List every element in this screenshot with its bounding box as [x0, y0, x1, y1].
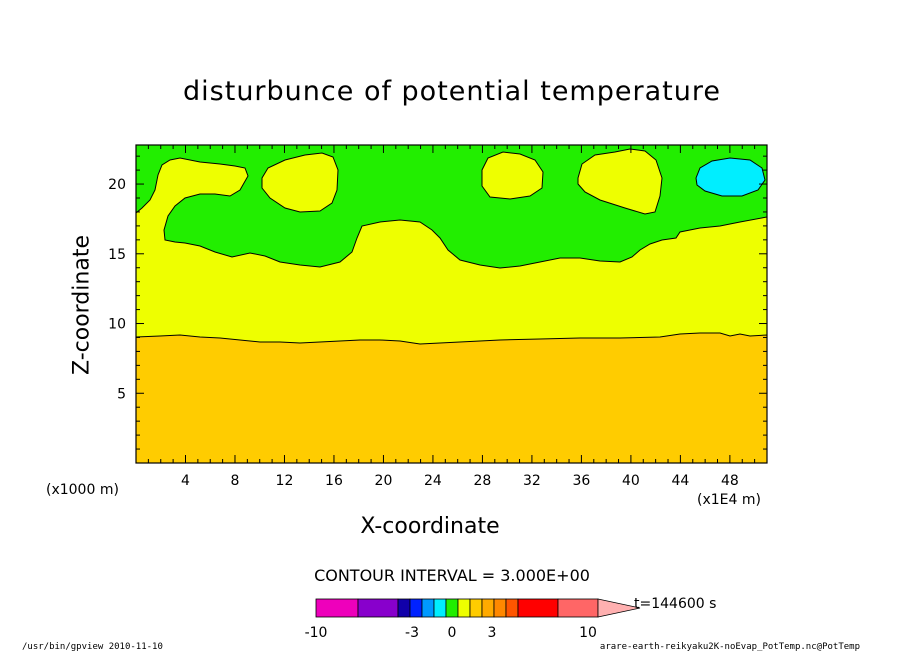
colorbar-tick-label: -10: [305, 625, 328, 641]
colorbar-tick-label: 0: [448, 625, 457, 641]
x-unit-left: (x1000 m): [46, 482, 119, 498]
x-tick-label: 48: [721, 473, 739, 489]
colorbar-swatch: [445, 598, 459, 618]
colorbar-swatch: [315, 598, 359, 618]
region-cell-yellow-1: [261, 152, 339, 213]
y-tick-label: 10: [108, 317, 126, 333]
colorbar-swatch: [469, 598, 483, 618]
colorbar-swatch: [421, 598, 435, 618]
colorbar-swatch: [517, 598, 559, 618]
y-tick-label: 15: [108, 247, 126, 263]
colorbar-swatch: [397, 598, 411, 618]
region-lower-orange: [135, 332, 768, 464]
colorbar-swatch: [493, 598, 507, 618]
y-tick-label: 20: [108, 177, 126, 193]
colorbar-swatch: [433, 598, 447, 618]
x-tick-label: 36: [572, 473, 590, 489]
x-tick-label: 44: [671, 473, 689, 489]
x-tick-label: 4: [181, 473, 190, 489]
plot-frame: [135, 144, 768, 464]
colorbar-tick-label: 3: [488, 625, 497, 641]
colorbar-swatch: [505, 598, 519, 618]
footer-command: /usr/bin/gpview 2010-11-10: [22, 642, 163, 652]
x-tick-label: 28: [474, 473, 492, 489]
colorbar-swatch: [357, 598, 399, 618]
colorbar-tick-label: -3: [405, 625, 419, 641]
time-label: t=144600 s: [634, 596, 717, 612]
x-tick-label: 24: [424, 473, 442, 489]
colorbar-swatch: [557, 598, 599, 618]
contour-interval: CONTOUR INTERVAL = 3.000E+00: [314, 566, 590, 585]
x-tick-label: 8: [231, 473, 240, 489]
region-cell-yellow-2: [481, 151, 544, 200]
colorbar-swatch: [481, 598, 495, 618]
x-tick-label: 32: [523, 473, 541, 489]
y-tick-label: 5: [117, 386, 126, 402]
x-tick-label: 40: [622, 473, 640, 489]
footer-filename: arare-earth-reikyaku2K-noEvap_PotTemp.nc…: [599, 642, 860, 652]
colorbar-tick-label: 10: [579, 625, 597, 641]
region-cell-yellow-3: [577, 148, 663, 215]
x-axis-label: X-coordinate: [360, 514, 500, 539]
chart-title: disturbunce of potential temperature: [183, 76, 721, 107]
plot-area: [135, 144, 768, 464]
region-cell-cyan: [695, 157, 766, 197]
x-tick-label: 16: [325, 473, 343, 489]
colorbar: -10 -3 0 3 10: [305, 598, 641, 641]
y-axis-label: Z-coordinate: [69, 235, 95, 375]
x-tick-label: 20: [375, 473, 393, 489]
colorbar-swatch: [409, 598, 423, 618]
x-unit-right: (x1E4 m): [697, 492, 761, 508]
colorbar-swatch: [457, 598, 471, 618]
x-tick-label: 12: [276, 473, 294, 489]
colorbar-arrow: [597, 598, 641, 618]
